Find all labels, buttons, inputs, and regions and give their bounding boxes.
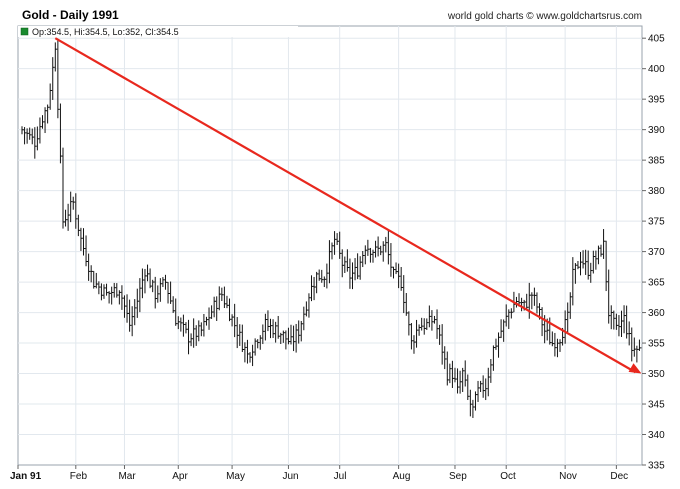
- x-tick-label: Sep: [449, 471, 467, 482]
- y-tick-label: 395: [648, 95, 665, 106]
- x-tick-label: Jul: [334, 471, 347, 482]
- y-tick-label: 400: [648, 64, 665, 75]
- x-tick-label: Jun: [282, 471, 298, 482]
- y-tick-label: 335: [648, 461, 665, 472]
- x-tick-label: Jan 91: [10, 471, 42, 482]
- x-tick-label: Aug: [393, 471, 411, 482]
- y-tick-label: 365: [648, 278, 665, 289]
- plot-area: [17, 25, 643, 466]
- y-tick-label: 370: [648, 247, 665, 258]
- y-tick-label: 345: [648, 400, 665, 411]
- x-tick-label: Apr: [172, 471, 188, 482]
- y-tick-label: 385: [648, 156, 665, 167]
- x-tick-label: Dec: [610, 471, 628, 482]
- chart-credit: world gold charts © www.goldchartsrus.co…: [447, 11, 642, 22]
- chart-title: Gold - Daily 1991: [22, 8, 119, 22]
- legend-ohlc: Op:354.5, Hi:354.5, Lo:352, Cl:354.5: [32, 27, 179, 37]
- x-axis: Jan 91 Feb Mar Apr May Jun Jul Aug Sep Oct Nov Dec: [10, 465, 628, 482]
- trend-arrowhead: [628, 363, 642, 374]
- trend-line-segment: [54, 37, 636, 374]
- legend-swatch: [20, 27, 29, 36]
- y-tick-label: 360: [648, 308, 665, 319]
- y-tick-label: 375: [648, 217, 665, 228]
- x-tick-label: May: [226, 471, 245, 482]
- y-tick-label: 340: [648, 430, 665, 441]
- y-tick-label: 355: [648, 339, 665, 350]
- x-tick-label: Oct: [500, 471, 516, 482]
- y-tick-label: 405: [648, 34, 665, 45]
- trend-line: [54, 37, 642, 374]
- gridlines: [18, 26, 642, 465]
- y-tick-label: 350: [648, 369, 665, 380]
- y-tick-label: 390: [648, 125, 665, 136]
- legend-box: [18, 26, 298, 37]
- x-tick-label: Mar: [118, 471, 136, 482]
- x-tick-label: Nov: [559, 471, 577, 482]
- y-axis: 335 340 345 350 355 360 365 370 375 380 385 390 395 4…: [642, 34, 665, 472]
- x-tick-label: Feb: [70, 471, 88, 482]
- y-tick-label: 380: [648, 186, 665, 197]
